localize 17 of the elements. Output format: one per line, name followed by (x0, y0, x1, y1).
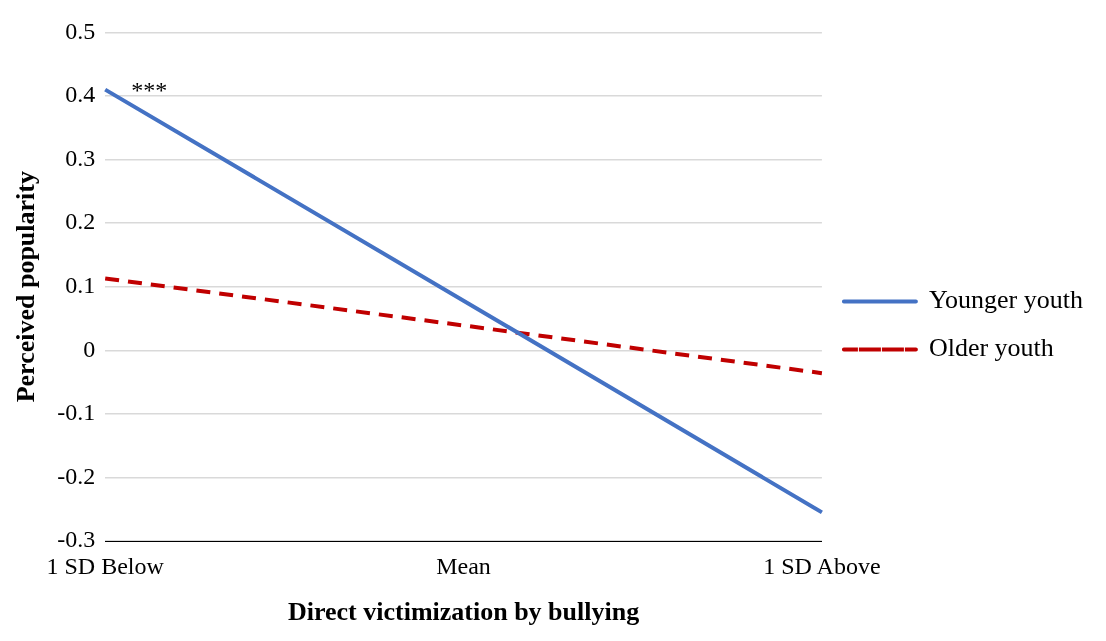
x-tick-label: 1 SD Below (46, 552, 165, 579)
x-tick-label: 1 SD Above (763, 552, 881, 579)
y-tick-label: 0.3 (65, 144, 96, 171)
annotation: *** (131, 76, 168, 103)
legend-label: Older youth (928, 333, 1054, 363)
y-axis-title: Perceived popularity (11, 171, 41, 403)
y-tick-label: 0.1 (65, 272, 96, 298)
y-tick-label: -0.2 (57, 462, 96, 489)
legend-label: Younger youth (928, 285, 1084, 315)
x-tick-label: Mean (436, 552, 491, 579)
y-tick-label: -0.1 (57, 399, 96, 426)
y-tick-label: -0.3 (57, 526, 96, 553)
y-tick-label: 0.5 (65, 17, 96, 44)
y-tick-label: 0 (83, 335, 96, 362)
y-tick-label: 0.4 (65, 81, 96, 108)
y-tick-label: 0.2 (65, 208, 96, 235)
x-axis-title: Direct victimization by bullying (287, 597, 640, 627)
